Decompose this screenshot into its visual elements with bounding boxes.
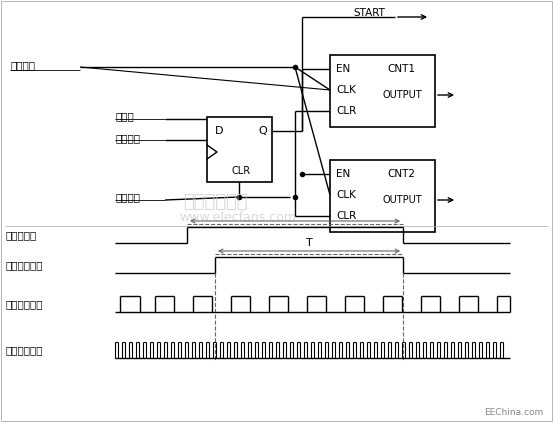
Text: CLR: CLR (336, 106, 356, 116)
Text: START: START (353, 8, 385, 18)
Text: 电子发烧友网: 电子发烧友网 (182, 193, 247, 211)
Text: D: D (215, 126, 223, 136)
Text: EN: EN (336, 64, 350, 74)
Text: CLR: CLR (231, 166, 250, 176)
Text: 清零信号: 清零信号 (115, 192, 140, 202)
Text: 基准信号: 基准信号 (10, 60, 35, 70)
Text: CLK: CLK (336, 190, 356, 200)
Text: Q: Q (258, 126, 267, 136)
Bar (207, 117, 272, 182)
Text: 定例门信号: 定例门信号 (5, 230, 36, 240)
Text: www.elecfans.com: www.elecfans.com (180, 211, 296, 224)
Text: 被测信号: 被测信号 (115, 133, 140, 143)
Text: 预置门: 预置门 (115, 111, 134, 121)
Text: CLK: CLK (336, 85, 356, 95)
Text: EN: EN (336, 169, 350, 179)
Text: CNT2: CNT2 (387, 169, 415, 179)
Text: OUTPUT: OUTPUT (382, 90, 421, 100)
Text: CNT1: CNT1 (387, 64, 415, 74)
Bar (330, 160, 435, 232)
Text: CLR: CLR (336, 211, 356, 221)
Bar (330, 55, 435, 127)
Text: EEChina.com: EEChina.com (484, 408, 543, 417)
Text: 标准频率信号: 标准频率信号 (5, 345, 43, 355)
Text: T: T (306, 238, 312, 248)
Text: OUTPUT: OUTPUT (382, 195, 421, 205)
Text: 实际闸门信号: 实际闸门信号 (5, 260, 43, 270)
Text: 被测频率信号: 被测频率信号 (5, 299, 43, 309)
